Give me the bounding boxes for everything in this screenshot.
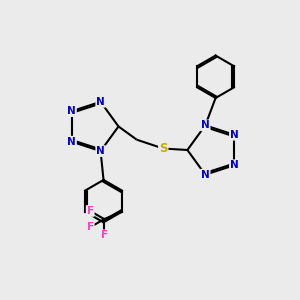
Text: N: N (96, 146, 105, 156)
Text: N: N (230, 130, 239, 140)
Text: F: F (101, 230, 108, 240)
Text: N: N (230, 160, 239, 170)
Text: N: N (67, 137, 76, 147)
Text: F: F (87, 206, 94, 216)
Text: N: N (67, 106, 76, 116)
Text: S: S (159, 142, 167, 155)
Text: N: N (96, 97, 105, 107)
Text: F: F (87, 222, 94, 232)
Text: N: N (201, 169, 210, 180)
Text: N: N (201, 120, 210, 130)
